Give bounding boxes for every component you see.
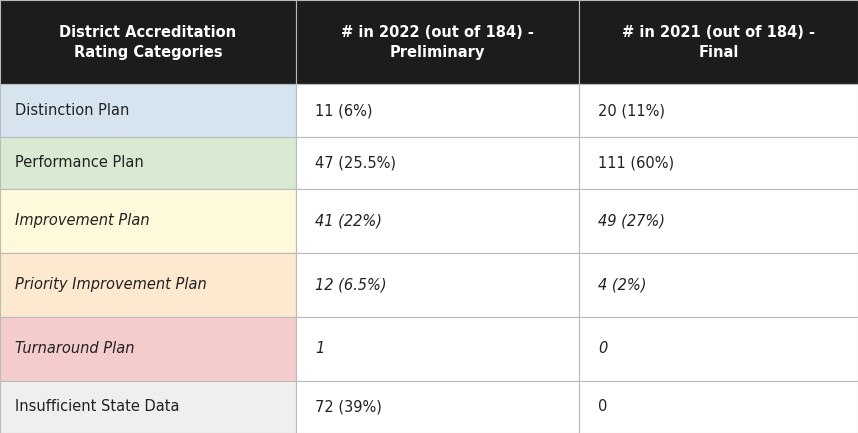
Text: 12 (6.5%): 12 (6.5%) [315, 278, 386, 292]
Text: Insufficient State Data: Insufficient State Data [15, 399, 180, 414]
Text: # in 2021 (out of 184) -
Final: # in 2021 (out of 184) - Final [622, 25, 815, 60]
Bar [579, 189, 858, 253]
Text: Priority Improvement Plan: Priority Improvement Plan [15, 278, 207, 292]
Text: 47 (25.5%): 47 (25.5%) [315, 155, 396, 170]
Bar [0, 317, 296, 381]
Bar [296, 137, 579, 189]
Bar [579, 381, 858, 433]
Bar [0, 137, 296, 189]
Bar [579, 84, 858, 137]
Text: Turnaround Plan: Turnaround Plan [15, 341, 135, 356]
Text: District Accreditation
Rating Categories: District Accreditation Rating Categories [59, 25, 237, 60]
Bar [296, 381, 579, 433]
Bar [296, 253, 579, 317]
Bar [579, 137, 858, 189]
Text: Distinction Plan: Distinction Plan [15, 103, 130, 118]
Bar [296, 317, 579, 381]
Text: 0: 0 [598, 341, 607, 356]
Bar [0, 0, 296, 84]
Text: 4 (2%): 4 (2%) [598, 278, 647, 292]
Bar [579, 317, 858, 381]
Text: Performance Plan: Performance Plan [15, 155, 144, 170]
Bar [0, 381, 296, 433]
Bar [296, 84, 579, 137]
Text: 49 (27%): 49 (27%) [598, 213, 665, 229]
Bar [0, 189, 296, 253]
Text: 1: 1 [315, 341, 324, 356]
Text: Improvement Plan: Improvement Plan [15, 213, 150, 229]
Bar [296, 0, 579, 84]
Bar [0, 84, 296, 137]
Bar [0, 253, 296, 317]
Text: 41 (22%): 41 (22%) [315, 213, 382, 229]
Bar [579, 253, 858, 317]
Bar [579, 0, 858, 84]
Text: 111 (60%): 111 (60%) [598, 155, 674, 170]
Bar [296, 189, 579, 253]
Text: 20 (11%): 20 (11%) [598, 103, 665, 118]
Text: 72 (39%): 72 (39%) [315, 399, 382, 414]
Text: 0: 0 [598, 399, 607, 414]
Text: 11 (6%): 11 (6%) [315, 103, 372, 118]
Text: # in 2022 (out of 184) -
Preliminary: # in 2022 (out of 184) - Preliminary [341, 25, 534, 60]
